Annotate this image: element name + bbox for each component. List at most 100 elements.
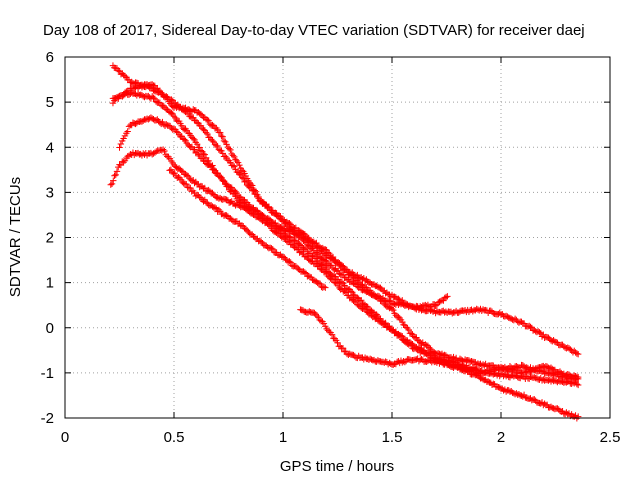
series-track-g [297,306,582,422]
grid [65,57,610,418]
data-point [238,174,246,181]
data-point [347,288,355,295]
data-point [236,161,243,169]
data-point [218,132,225,140]
data-point [171,169,178,177]
data-point [378,297,385,304]
data-point [125,152,133,159]
data-point [107,181,114,188]
data-point [574,350,582,358]
data-point [574,381,582,389]
data-point [159,146,167,153]
x-tick-label: 2 [497,429,505,446]
data-point [286,258,293,265]
data-point [231,153,238,161]
data-point [256,197,264,204]
data-point [336,259,343,267]
y-tick-label: 4 [46,139,54,156]
data-point [120,159,127,166]
y-tick-label: 3 [46,184,54,201]
data-point [149,151,156,158]
data-point [269,245,276,253]
data-point [204,116,211,124]
data-point [328,331,336,338]
series-track-c [109,81,582,381]
data-point [187,184,194,192]
data-point [315,314,322,321]
data-point [390,306,397,314]
data-point [227,146,234,154]
data-point [313,239,320,247]
data-point [193,140,201,148]
data-point [277,226,284,233]
data-point [367,287,374,294]
series-track-d [116,114,582,389]
data-point [574,375,582,383]
data-point [229,152,237,159]
data-point [334,258,342,266]
data-point [161,147,168,155]
data-point [322,257,329,264]
data-point [399,297,406,304]
data-point [329,276,337,283]
data-point [388,305,396,313]
data-point [209,137,216,145]
data-point [163,94,170,101]
data-point [150,94,157,102]
data-point [121,72,129,80]
data-point [326,328,333,336]
data-point [444,293,451,300]
y-tick-label: -2 [41,410,54,427]
data-point [193,119,201,126]
data-point [282,255,289,263]
data-point [200,150,207,158]
y-tick-label: 1 [46,275,54,292]
data-point [247,180,255,188]
x-tick-label: 0.5 [164,429,185,446]
data-point [397,333,405,340]
data-point [202,129,210,136]
data-point [117,71,125,78]
data-point [315,262,323,270]
data-point [164,95,171,103]
data-point [111,172,118,179]
y-tick-label: 0 [46,320,54,337]
data-point [268,245,275,252]
data-point [233,157,241,165]
data-point [311,309,318,317]
data-point [223,141,230,148]
data-point [413,334,420,341]
data-point [573,380,581,388]
data-point [536,329,543,336]
data-point [379,298,387,305]
series-track-a [109,62,451,312]
data-point [396,332,403,339]
data-point [119,92,126,100]
y-tick-label: 2 [46,230,54,247]
data-point [231,163,238,170]
data-point [249,182,256,189]
data-point [196,144,203,151]
data-point [232,188,239,195]
data-point [117,161,125,169]
data-point [573,350,581,357]
data-point [302,245,310,252]
data-point [258,238,265,245]
data-point [574,413,582,420]
data-point [204,130,211,138]
data-point [324,249,332,256]
data-point [120,135,127,142]
series-track-b [109,89,582,358]
x-tick-label: 0 [61,429,69,446]
data-point [272,209,279,217]
x-axis-label: GPS time / hours [280,458,394,475]
series-track-e [107,146,582,384]
y-tick-label: -1 [41,365,54,382]
data-point [360,304,367,312]
data-point [238,167,246,174]
data-point [322,284,329,291]
data-point [255,193,262,201]
data-point [333,279,341,287]
data-point [395,295,402,303]
data-point [121,157,129,164]
